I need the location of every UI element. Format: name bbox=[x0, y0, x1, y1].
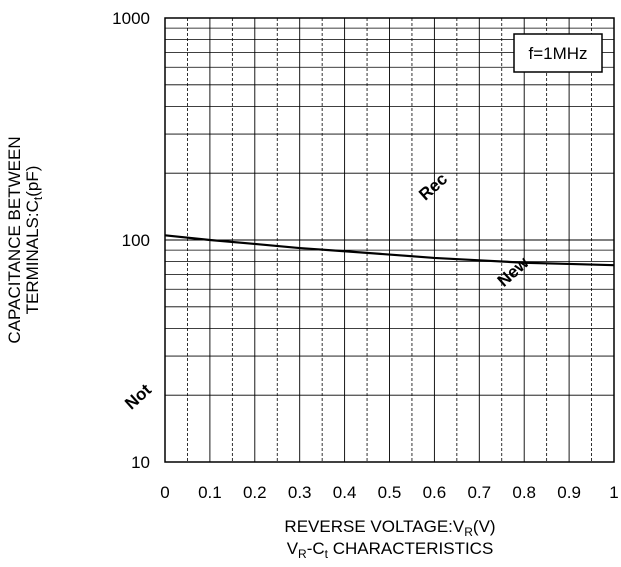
y-axis-label: CAPACITANCE BETWEEN bbox=[5, 136, 24, 343]
label-part: CAPACITANCE BETWEEN bbox=[5, 136, 24, 343]
x-tick-label: 1 bbox=[609, 483, 618, 502]
label-part: (V) bbox=[473, 517, 496, 536]
x-tick-label: 0.9 bbox=[557, 483, 581, 502]
x-tick-label: 0.2 bbox=[243, 483, 267, 502]
x-tick-label: 0.8 bbox=[512, 483, 536, 502]
watermark-text: Rec bbox=[415, 169, 451, 204]
label-part: -C bbox=[307, 539, 325, 558]
x-tick-label: 0.4 bbox=[333, 483, 357, 502]
x-tick-label: 0 bbox=[160, 483, 169, 502]
label-part: (pF) bbox=[23, 166, 42, 197]
watermark-text: Not bbox=[121, 380, 155, 413]
plot-frame bbox=[164, 17, 615, 463]
x-tick-label: 0.6 bbox=[423, 483, 447, 502]
x-tick-label: 0.3 bbox=[288, 483, 312, 502]
watermark-text: New bbox=[494, 253, 533, 291]
chart-title: VR-Ct CHARACTERISTICS bbox=[287, 539, 494, 561]
label-part: TERMINALS:C bbox=[23, 200, 42, 314]
y-axis-label: TERMINALS:Ct(pF) bbox=[23, 166, 45, 315]
label-part: CHARACTERISTICS bbox=[328, 539, 493, 558]
label-part: V bbox=[287, 539, 299, 558]
x-tick-label: 0.1 bbox=[198, 483, 222, 502]
y-tick-label: 10 bbox=[131, 453, 150, 472]
y-tick-label: 100 bbox=[122, 231, 150, 250]
y-tick-label: 1000 bbox=[112, 9, 150, 28]
label-part: t bbox=[325, 547, 329, 561]
label-part: t bbox=[31, 196, 45, 200]
data-line bbox=[164, 234, 615, 267]
label-part: R bbox=[464, 525, 473, 539]
x-tick-label: 0.5 bbox=[378, 483, 402, 502]
label-part: REVERSE VOLTAGE:V bbox=[284, 517, 464, 536]
watermark: Not Rec New bbox=[121, 169, 533, 413]
x-tick-label: 0.7 bbox=[467, 483, 491, 502]
label-part: R bbox=[298, 547, 307, 561]
annotation: f=1MHz bbox=[528, 44, 587, 63]
annotation-box bbox=[513, 33, 603, 73]
x-axis-label: REVERSE VOLTAGE:VR(V) bbox=[284, 517, 495, 539]
